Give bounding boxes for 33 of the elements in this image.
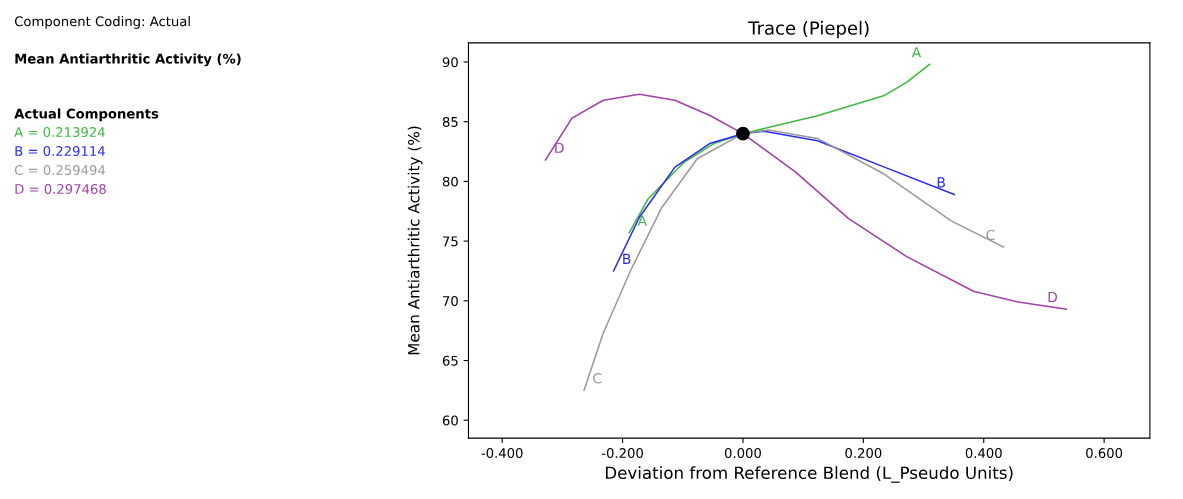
x-tick-label: 0.000: [724, 448, 761, 459]
series-label: B: [937, 177, 945, 188]
series-label: A: [637, 215, 647, 226]
y-tick-label: 90: [442, 57, 458, 68]
text: B = 0.229114: [15, 146, 105, 157]
text: C = 0.259494: [14, 165, 106, 175]
text: A: [911, 47, 922, 58]
x-tick-label: 0.200: [845, 448, 882, 459]
y-tick-label: 70: [443, 296, 458, 307]
text: Component Coding: Actual: [14, 16, 190, 29]
x-tick-label: -0.200: [601, 448, 643, 459]
y-tick-label: 60: [442, 415, 458, 426]
y-tick-label: 65: [442, 355, 458, 366]
text: C: [593, 373, 602, 384]
line-series: [628, 63, 931, 234]
text: D = 0.297468: [15, 183, 106, 194]
text: Mean Antiarthritic Activity (%): [15, 53, 241, 67]
y-tick-label: 80: [442, 176, 458, 187]
text: B: [623, 253, 631, 264]
x-tick-label: -0.400: [481, 448, 523, 459]
x-tick-label: 0.400: [965, 448, 1002, 459]
text: A = 0.213924: [14, 127, 105, 138]
y-tick-label: 85: [442, 116, 458, 127]
text: Actual Components: [14, 108, 159, 122]
x-tick-label: 0.600: [1086, 448, 1123, 459]
series-label: C: [986, 229, 995, 241]
y-tick-label: 75: [443, 236, 458, 247]
series-label: D: [555, 142, 564, 153]
y-axis-title: Mean Antiarthritic Activity (%): [407, 126, 423, 355]
text: D: [1048, 291, 1058, 303]
chart-title: Trace (Piepel): [748, 20, 869, 39]
x-axis-title: Deviation from Reference Blend (L_Pseudo Units): [605, 466, 1013, 483]
line-series: [544, 93, 1067, 310]
